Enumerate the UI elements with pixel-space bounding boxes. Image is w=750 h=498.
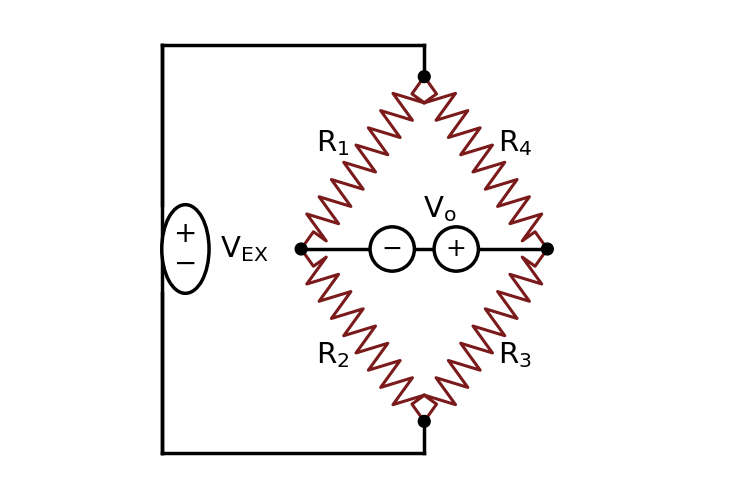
- Circle shape: [542, 243, 554, 255]
- Circle shape: [434, 227, 478, 271]
- Text: R$_1$: R$_1$: [316, 128, 350, 158]
- Circle shape: [419, 71, 430, 83]
- Text: R$_2$: R$_2$: [316, 340, 350, 370]
- Ellipse shape: [162, 205, 209, 293]
- Circle shape: [370, 227, 415, 271]
- Circle shape: [419, 415, 430, 427]
- Circle shape: [296, 243, 307, 255]
- Text: R$_4$: R$_4$: [498, 128, 532, 158]
- Text: R$_3$: R$_3$: [499, 340, 532, 370]
- Text: V$_{\mathregular{EX}}$: V$_{\mathregular{EX}}$: [220, 234, 268, 264]
- Text: +: +: [446, 237, 466, 261]
- Text: +: +: [174, 220, 197, 248]
- Text: V$_{\mathregular{o}}$: V$_{\mathregular{o}}$: [423, 195, 457, 225]
- Text: −: −: [382, 237, 403, 261]
- Text: −: −: [174, 250, 197, 278]
